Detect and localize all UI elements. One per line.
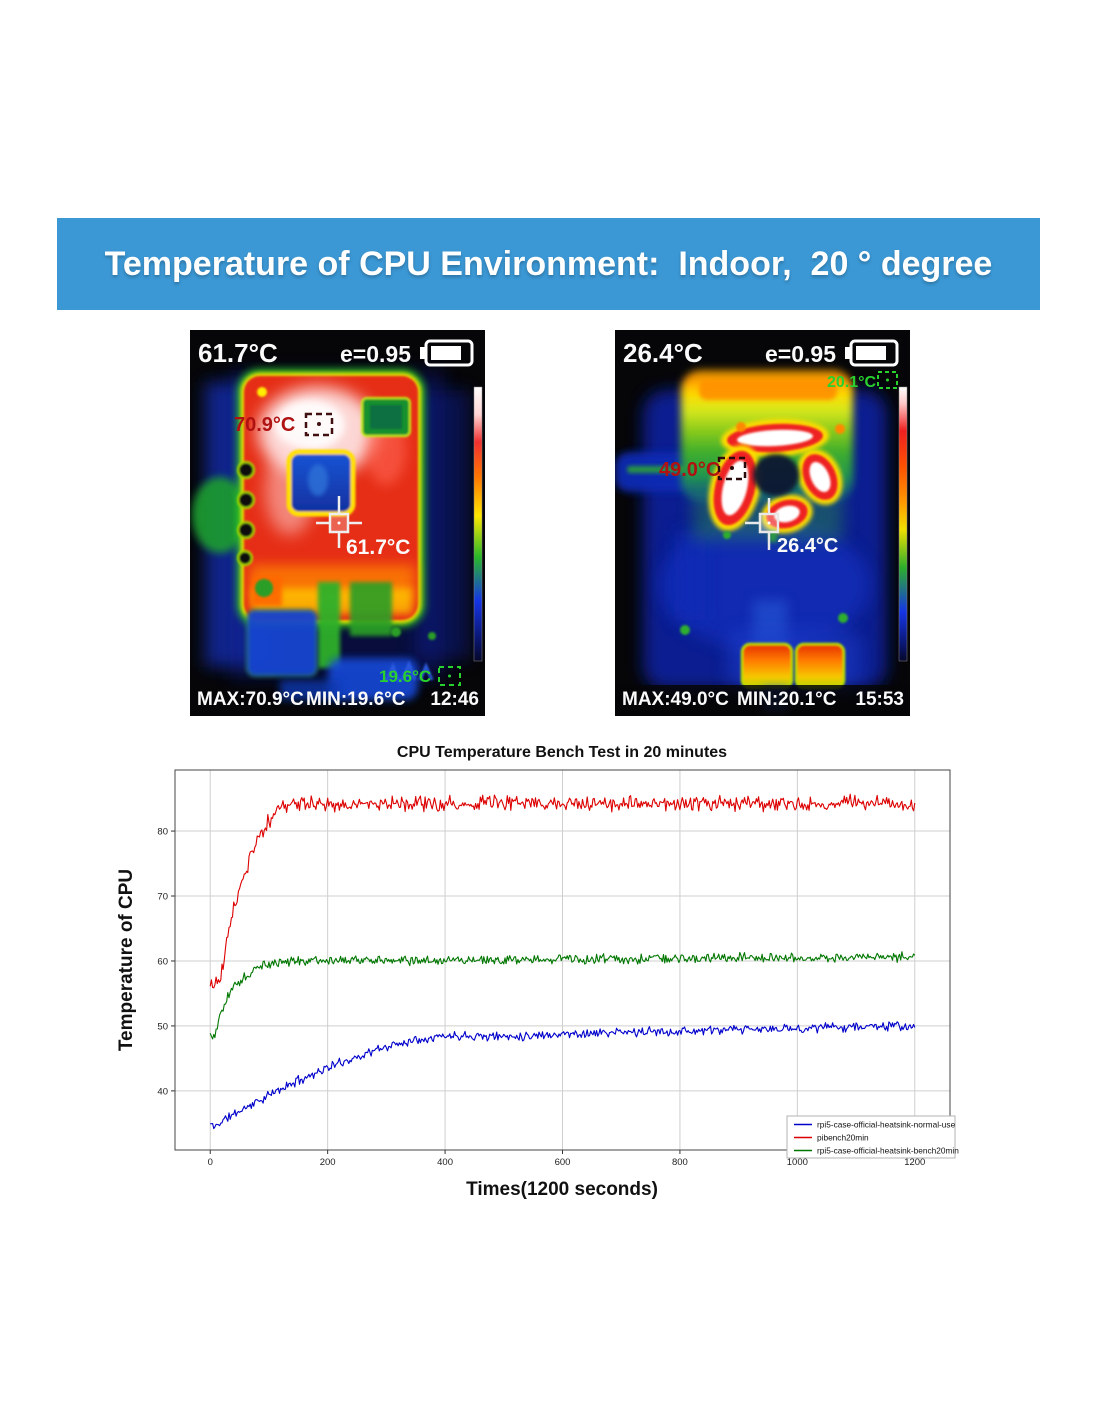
chart-legend: rpi5-case-official-heatsink-normal-use pi…: [786, 1115, 959, 1159]
series-line-pibench20min: [209, 793, 916, 989]
chart-gridlines: [175, 770, 950, 1150]
y-tick-label: 40: [157, 1086, 168, 1097]
x-tick-label: 200: [320, 1157, 336, 1168]
center-spot-label: 61.7°C: [346, 536, 410, 559]
x-tick-label: 600: [555, 1157, 571, 1168]
y-axis-label: Temperature of CPU: [116, 869, 137, 1051]
y-tick-label: 50: [157, 1021, 168, 1032]
y-tick-label: 80: [157, 827, 168, 838]
x-tick-label: 800: [672, 1157, 688, 1168]
footer-min: MIN:19.6°C: [306, 689, 406, 710]
banner-title: Temperature of CPU Environment: Indoor, …: [104, 244, 993, 283]
min-spot-marker: 20.1°C: [827, 371, 898, 391]
x-axis-label: Times(1200 seconds): [466, 1179, 658, 1200]
center-crosshair: [745, 498, 780, 550]
max-spot-label: 49.0°C: [659, 459, 720, 481]
center-crosshair: [316, 496, 362, 548]
spot-temperature-readout: 26.4°C: [623, 338, 703, 368]
min-spot-marker: 19.6°C: [379, 666, 461, 686]
min-spot-label: 20.1°C: [827, 374, 877, 391]
emissivity-readout: e=0.95: [340, 341, 411, 367]
legend-label: rpi5-case-official-heatsink-normal-use: [817, 1120, 956, 1130]
emissivity-readout: e=0.95: [765, 341, 836, 367]
legend-label: pibench20min: [817, 1133, 869, 1143]
thermal-left-art: [192, 369, 470, 700]
battery-icon: [420, 339, 474, 367]
y-tick-label: 70: [157, 892, 168, 903]
series-line-rpi5-case-official-heatsink-bench20min: [209, 951, 916, 1040]
thermal-colorbar: [473, 386, 483, 662]
max-spot-marker: 49.0°C: [659, 456, 747, 481]
max-spot-label: 70.9°C: [234, 414, 295, 436]
x-tick-label: 400: [437, 1157, 453, 1168]
battery-icon: [845, 339, 899, 367]
spot-temperature-readout: 61.7°C: [198, 338, 278, 368]
legend-box: [786, 1115, 956, 1159]
thermal-image-left: 61.7°C e=0.95 70.9°C 61.7°C 19.6°C MAX:7…: [190, 330, 485, 716]
x-tick-label: 0: [208, 1157, 213, 1168]
footer-max: MAX:70.9°C: [197, 689, 304, 710]
cpu-temperature-chart: CPU Temperature Bench Test in 20 minutes…: [116, 744, 959, 1200]
center-spot-label: 26.4°C: [777, 535, 838, 557]
plot-border: [174, 769, 951, 1151]
banner: Temperature of CPU Environment: Indoor, …: [57, 218, 1040, 310]
thermal-image-right: 26.4°C e=0.95 20.1°C 49.0°C 26.4°C MAX:4…: [615, 330, 910, 716]
footer-time: 15:53: [855, 689, 904, 710]
footer-time: 12:46: [430, 689, 479, 710]
footer-min: MIN:20.1°C: [737, 689, 837, 710]
thermal-right-art: [615, 370, 910, 716]
series-line-rpi5-case-official-heatsink-normal-use: [210, 1021, 916, 1130]
min-spot-label: 19.6°C: [379, 667, 431, 686]
x-tick-label: 1200: [904, 1157, 925, 1168]
footer-max: MAX:49.0°C: [622, 689, 729, 710]
legend-label: rpi5-case-official-heatsink-bench20min: [817, 1146, 959, 1156]
thermal-colorbar: [898, 386, 908, 662]
max-spot-marker: 70.9°C: [234, 412, 334, 437]
y-tick-label: 60: [157, 956, 168, 967]
chart-title: CPU Temperature Bench Test in 20 minutes: [397, 744, 727, 761]
chart-series: [209, 793, 916, 1130]
x-tick-label: 1000: [787, 1157, 808, 1168]
